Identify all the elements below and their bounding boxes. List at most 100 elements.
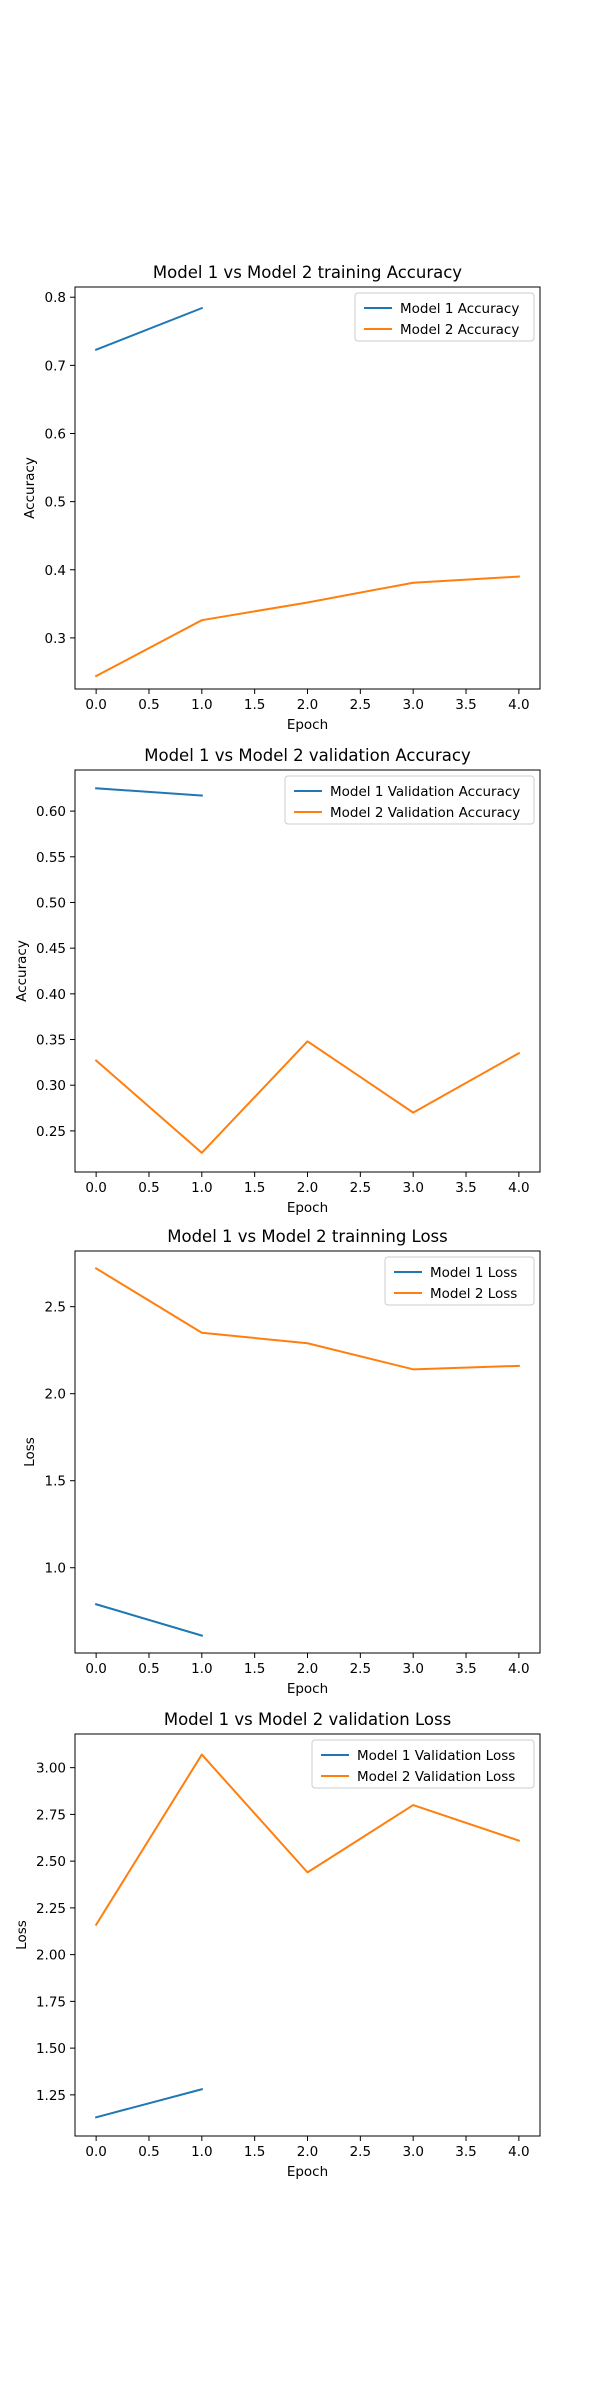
y-tick-label: 2.75 [36, 1807, 66, 1823]
x-tick-label: 3.0 [402, 1661, 423, 1677]
axes-frame [74, 1250, 541, 1654]
axes-frame [74, 1733, 541, 2137]
x-tick-label: 3.5 [455, 2144, 476, 2160]
x-tick-label: 1.0 [191, 1661, 212, 1677]
y-tick-label: 0.55 [36, 850, 66, 866]
legend-label-1: Model 1 Loss [430, 1265, 517, 1281]
y-tick-label: 0.7 [45, 358, 66, 374]
x-tick-label: 1.5 [244, 697, 265, 713]
x-tick-label: 1.0 [191, 2144, 212, 2160]
axes-frame [74, 286, 541, 690]
x-tick-label: 3.5 [455, 1180, 476, 1196]
x-tick-label: 2.0 [297, 2144, 318, 2160]
y-tick-label: 1.75 [36, 1994, 66, 2010]
x-tick-label: 1.5 [244, 2144, 265, 2160]
x-tick-label: 2.0 [297, 697, 318, 713]
x-tick-label: 4.0 [508, 697, 529, 713]
y-tick-label: 0.8 [45, 290, 66, 306]
x-tick-label: 2.5 [350, 1661, 371, 1677]
x-tick-label: 3.0 [402, 2144, 423, 2160]
legend: Model 1 Loss Model 2 Loss [384, 1256, 535, 1306]
y-tick-label: 2.5 [45, 1300, 66, 1316]
x-tick-label: 2.5 [350, 2144, 371, 2160]
x-tick-label: 3.0 [402, 697, 423, 713]
x-tick-label: 4.0 [508, 1180, 529, 1196]
chart-1: Model 1 vs Model 2 training Accuracy 0.0 0… [22, 263, 541, 733]
y-axis-label: Loss [22, 1437, 38, 1467]
legend-label-2: Model 2 Validation Loss [357, 1769, 515, 1785]
legend-box [354, 292, 535, 342]
chart-3: Model 1 vs Model 2 trainning Loss 0.0 0.5 1… [22, 1227, 541, 1697]
chart-title: Model 1 vs Model 2 training Accuracy [153, 263, 462, 282]
y-tick-label: 0.4 [45, 563, 66, 579]
series-line-1 [95, 787, 203, 797]
x-tick-label: 0.5 [138, 2144, 159, 2160]
legend-box [284, 775, 535, 825]
x-tick-label: 1.0 [191, 1180, 212, 1196]
axes-frame [74, 769, 541, 1173]
x-tick-label: 0.5 [138, 697, 159, 713]
y-tick-label: 1.0 [45, 1561, 66, 1577]
x-axis-label: Epoch [287, 1200, 328, 1216]
legend-box [384, 1256, 535, 1306]
y-tick-label: 0.35 [36, 1033, 66, 1049]
x-tick-label: 0.5 [138, 1661, 159, 1677]
x-tick-label: 2.0 [297, 1180, 318, 1196]
chart-title: Model 1 vs Model 2 validation Loss [164, 1710, 451, 1729]
y-tick-label: 0.40 [36, 987, 66, 1003]
y-axis-label: Loss [14, 1920, 30, 1950]
series-line-1 [94, 306, 204, 351]
x-axis-label: Epoch [287, 1681, 328, 1697]
y-tick-label: 1.50 [36, 2041, 66, 2057]
y-axis-label: Accuracy [14, 940, 30, 1002]
x-tick-label: 3.0 [402, 1180, 423, 1196]
x-tick-label: 3.5 [455, 697, 476, 713]
chart-2: Model 1 vs Model 2 validation Accuracy 0.… [14, 746, 541, 1216]
chart-4: Model 1 vs Model 2 validation Loss 0.0 0.5… [14, 1710, 541, 2180]
legend-label-1: Model 1 Accuracy [400, 301, 519, 317]
legend: Model 1 Validation Accuracy Model 2 Valid… [284, 775, 535, 825]
x-axis-label: Epoch [287, 717, 328, 733]
x-tick-label: 0.0 [85, 1180, 106, 1196]
x-tick-label: 1.0 [191, 697, 212, 713]
y-tick-label: 0.45 [36, 941, 66, 957]
y-tick-label: 0.5 [45, 495, 66, 511]
y-tick-label: 0.3 [45, 631, 66, 647]
x-tick-label: 0.5 [138, 1180, 159, 1196]
series-line-1 [94, 1603, 204, 1637]
x-axis-label: Epoch [287, 2164, 328, 2180]
chart-title: Model 1 vs Model 2 validation Accuracy [144, 746, 471, 765]
legend: Model 1 Validation Loss Model 2 Validatio… [311, 1739, 535, 1789]
legend: Model 1 Accuracy Model 2 Accuracy [354, 292, 535, 342]
legend-label-2: Model 2 Validation Accuracy [330, 805, 520, 821]
y-tick-label: 2.25 [36, 1901, 66, 1917]
y-tick-label: 0.25 [36, 1124, 66, 1140]
legend-label-1: Model 1 Validation Accuracy [330, 784, 520, 800]
y-tick-label: 0.50 [36, 895, 66, 911]
x-tick-label: 2.5 [350, 697, 371, 713]
legend-label-1: Model 1 Validation Loss [357, 1748, 515, 1764]
legend-label-2: Model 2 Loss [430, 1286, 517, 1302]
y-tick-label: 0.30 [36, 1078, 66, 1094]
y-tick-label: 2.0 [45, 1387, 66, 1403]
series-line-1 [94, 2088, 204, 2119]
x-tick-label: 1.5 [244, 1661, 265, 1677]
x-tick-label: 2.0 [297, 1661, 318, 1677]
x-tick-label: 2.5 [350, 1180, 371, 1196]
y-tick-label: 3.00 [36, 1761, 66, 1777]
x-tick-label: 3.5 [455, 1661, 476, 1677]
y-tick-label: 1.5 [45, 1474, 66, 1490]
y-axis-label: Accuracy [22, 457, 38, 519]
x-tick-label: 1.5 [244, 1180, 265, 1196]
y-tick-label: 1.25 [36, 2088, 66, 2104]
y-tick-label: 0.6 [45, 426, 66, 442]
legend-box [311, 1739, 535, 1789]
x-tick-label: 4.0 [508, 2144, 529, 2160]
y-tick-label: 2.00 [36, 1948, 66, 1964]
x-tick-label: 0.0 [85, 1661, 106, 1677]
x-tick-label: 4.0 [508, 1661, 529, 1677]
legend-label-2: Model 2 Accuracy [400, 322, 519, 338]
y-tick-label: 0.60 [36, 804, 66, 820]
x-tick-label: 0.0 [85, 2144, 106, 2160]
